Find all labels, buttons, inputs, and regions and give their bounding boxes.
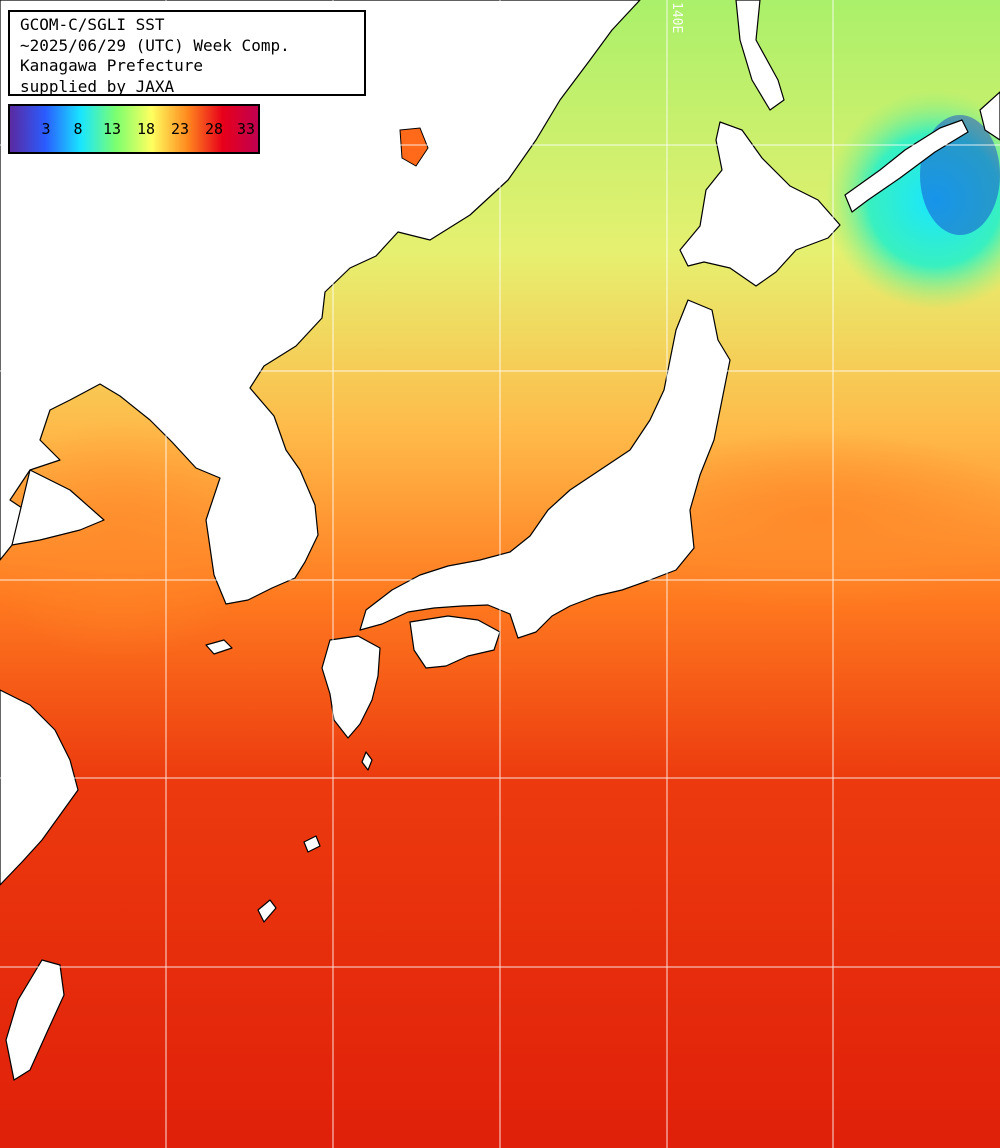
- colorbar-tick: 13: [102, 120, 122, 138]
- sado-island: [399, 127, 429, 167]
- colorbar-tick: 33: [236, 120, 256, 138]
- temperature-colorbar: 3 8 13 18 23 28 33: [8, 104, 260, 154]
- tanegashima-island: [361, 751, 373, 771]
- shandong-peninsula: [11, 469, 105, 546]
- shikoku-island: [409, 615, 501, 669]
- amami-island: [303, 835, 321, 853]
- composite-date: ~2025/06/29 (UTC) Week Comp.: [20, 35, 290, 55]
- jeju-island: [205, 639, 233, 655]
- product-title: GCOM-C/SGLI SST: [20, 15, 165, 34]
- colorbar-tick: 8: [73, 120, 83, 138]
- okinawa-island: [257, 899, 277, 923]
- kuril-islands: [844, 119, 969, 213]
- sakhalin-island: [735, 0, 785, 111]
- longitude-label: 140E: [669, 2, 684, 34]
- region-name: Kanagawa Prefecture: [20, 56, 204, 75]
- data-credit: supplied by JAXA: [20, 76, 175, 96]
- yellow-sea-warm: [0, 420, 260, 660]
- kyushu-island: [321, 635, 381, 739]
- colorbar-tick: 28: [204, 120, 224, 138]
- taiwan-island: [5, 959, 65, 1081]
- china-coast: [0, 689, 79, 886]
- map-info-box: GCOM-C/SGLI SST ~2025/06/29 (UTC) Week C…: [8, 10, 366, 96]
- hokkaido-island: [679, 121, 841, 287]
- colorbar-tick: 18: [136, 120, 156, 138]
- kuril-north: [979, 91, 1000, 141]
- honshu-island: [359, 299, 731, 639]
- colorbar-tick: 3: [41, 120, 51, 138]
- colorbar-tick: 23: [170, 120, 190, 138]
- latitude-label: 40N: [12, 354, 36, 369]
